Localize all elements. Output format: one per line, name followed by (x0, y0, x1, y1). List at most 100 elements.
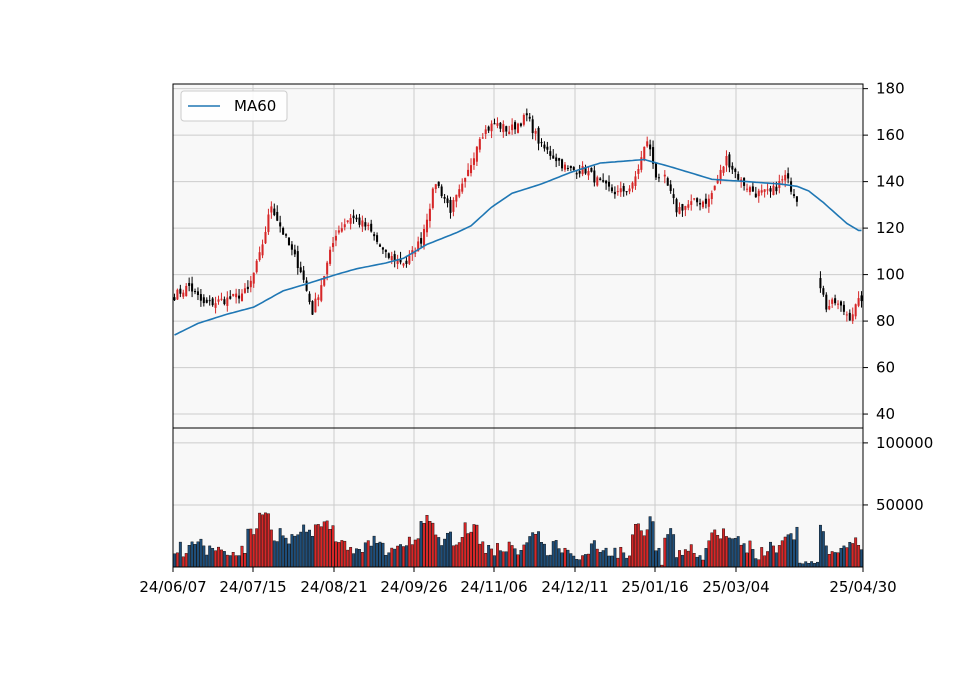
volume-bar (860, 549, 863, 568)
candle-body (499, 122, 502, 129)
volume-bar (469, 531, 473, 568)
volume-bar (190, 541, 194, 568)
volume-bar (446, 532, 449, 568)
volume-bar (234, 555, 238, 568)
candle-body (722, 166, 725, 173)
candle-body (558, 158, 561, 161)
candle-body (449, 199, 452, 213)
price-tick-label: 40 (876, 405, 895, 423)
candle-body (684, 206, 687, 210)
volume-bar (704, 548, 708, 568)
candle-body (837, 303, 840, 305)
candle-body (828, 305, 831, 310)
candle-body (287, 237, 291, 246)
volume-bar (434, 534, 438, 568)
candle-body (704, 198, 707, 204)
candle-body (675, 199, 678, 213)
candle-body (185, 285, 188, 297)
volume-bar (181, 556, 185, 568)
volume-bar (334, 541, 338, 568)
candle-body (505, 126, 508, 132)
candle-body (848, 312, 851, 321)
candle-body (643, 146, 646, 161)
candle-body (587, 170, 590, 176)
volume-bar (813, 563, 816, 568)
candle-body (273, 208, 276, 216)
candle-body (845, 314, 848, 316)
candle-body (461, 183, 464, 192)
volume-bar (507, 541, 511, 568)
volume-bar (566, 549, 570, 568)
candle-body (226, 297, 229, 306)
volume-bar (542, 543, 546, 568)
volume-bar (264, 512, 267, 568)
candle-body (572, 167, 575, 171)
candle-body (305, 280, 308, 291)
candle-body (496, 123, 499, 126)
price-tick-label: 60 (876, 359, 895, 377)
candle-body (340, 228, 343, 232)
volume-bar (528, 536, 532, 568)
volume-bar (275, 541, 279, 568)
candle-body (552, 155, 555, 159)
candle-body (414, 252, 417, 254)
volume-bar (780, 540, 784, 568)
volume-bar (572, 555, 576, 568)
volume-bar (592, 540, 596, 568)
volume-bar (496, 543, 499, 568)
volume-bar (795, 526, 799, 568)
volume-bar (622, 552, 626, 568)
volume-bar (272, 540, 276, 568)
candle-body (646, 141, 649, 147)
x-tick-label: 24/07/15 (219, 578, 286, 596)
candle-body (402, 263, 405, 266)
volume-bar (187, 545, 191, 568)
volume-bar (449, 531, 452, 568)
volume-bar (472, 524, 476, 568)
candle-body (734, 168, 737, 172)
candle-body (519, 123, 522, 126)
candle-body (376, 235, 379, 242)
volume-bar (540, 542, 543, 568)
volume-bar (645, 529, 649, 568)
candle-body (217, 299, 220, 302)
candle-body (731, 165, 734, 170)
volume-bar (769, 541, 772, 568)
candle-body (672, 194, 675, 199)
volume-bar (308, 529, 311, 568)
volume-bar (833, 552, 837, 568)
volume-bar (205, 554, 209, 568)
candle-body (751, 186, 754, 192)
candle-body (616, 191, 619, 193)
volume-bar (607, 555, 611, 568)
candle-body (443, 196, 446, 199)
volume-bar (651, 521, 655, 568)
volume-bar (290, 534, 294, 568)
candle-body (179, 288, 182, 294)
volume-bar (516, 554, 520, 568)
volume-bar (851, 543, 855, 568)
volume-bar (402, 546, 405, 568)
candle-body (240, 293, 244, 302)
volume-bar (311, 535, 314, 568)
ma60-line (174, 158, 862, 336)
volume-bar (258, 512, 262, 568)
volume-bar (701, 559, 705, 568)
volume-bar (772, 545, 775, 568)
volume-bar (613, 547, 617, 568)
volume-bar (672, 534, 676, 568)
candle-body (481, 137, 484, 139)
volume-bar (484, 552, 488, 568)
volume-bar (360, 552, 364, 568)
volume-bar (631, 534, 634, 568)
volume-bar-series (173, 512, 863, 568)
candle-body (317, 297, 320, 300)
candle-body (199, 294, 202, 301)
candle-body (220, 298, 223, 300)
volume-bar (598, 552, 602, 568)
candle-body (208, 300, 211, 302)
candle-body (596, 177, 599, 186)
candle-body (839, 301, 843, 306)
volume-bar (816, 561, 819, 568)
